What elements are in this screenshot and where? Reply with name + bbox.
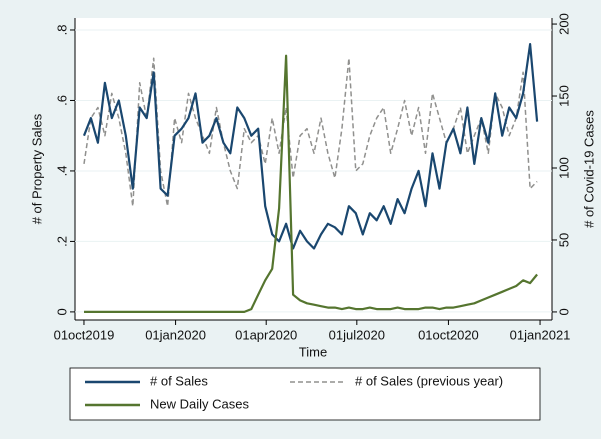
- y-tick-label: .6: [54, 95, 69, 106]
- y2-tick-label: 200: [556, 13, 571, 35]
- legend-label: # of Sales (previous year): [355, 373, 503, 388]
- y2-tick-label: 150: [556, 85, 571, 107]
- y-tick-label: .8: [54, 25, 69, 36]
- x-axis-title: Time: [299, 344, 327, 359]
- y2-tick-label: 0: [556, 308, 571, 315]
- legend-label: # of Sales: [150, 373, 208, 388]
- x-tick-label: 01oct2019: [54, 327, 115, 342]
- y-tick-label: 0: [54, 308, 69, 315]
- y2-tick-label: 100: [556, 157, 571, 179]
- legend-box: [69, 367, 541, 421]
- x-tick-label: 01jan2020: [145, 327, 206, 342]
- y2-tick-label: 50: [556, 233, 571, 247]
- legend-label: New Daily Cases: [150, 396, 249, 411]
- x-tick-label: 01apr2020: [235, 327, 297, 342]
- x-tick-label: 01oct2020: [418, 327, 479, 342]
- y-tick-label: .2: [54, 236, 69, 247]
- x-tick-label: 01jan2021: [510, 327, 571, 342]
- y2-axis-title: # of Covid-19 Cases: [581, 110, 596, 228]
- y-tick-label: .4: [54, 166, 69, 177]
- plot-area: [75, 18, 552, 320]
- y-axis-title: # of Property Sales: [29, 113, 44, 224]
- series-line: [84, 54, 538, 313]
- series-line: [82, 43, 539, 250]
- x-tick-label: 01jul2020: [329, 327, 385, 342]
